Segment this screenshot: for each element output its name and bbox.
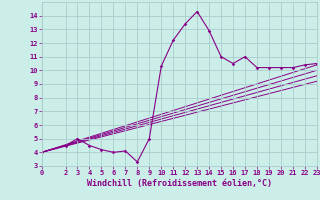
X-axis label: Windchill (Refroidissement éolien,°C): Windchill (Refroidissement éolien,°C) [87, 179, 272, 188]
